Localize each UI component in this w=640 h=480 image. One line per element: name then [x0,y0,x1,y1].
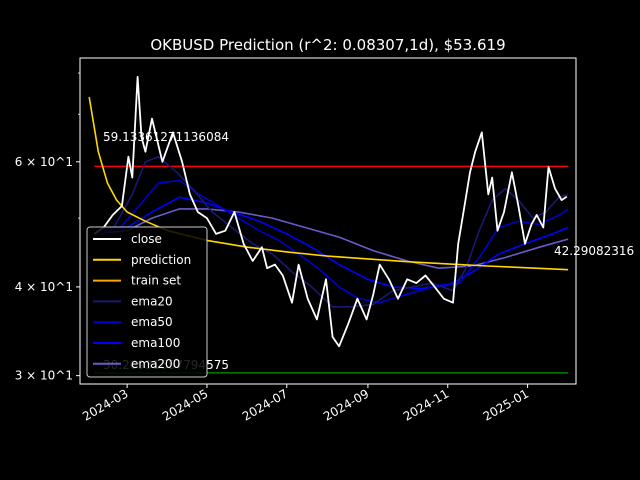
chart-title: OKBUSD Prediction (r^2: 0.08307,1d), $53… [150,36,505,54]
series-ema20 [94,155,569,308]
y-tick-label: 3 × 10^1 [15,369,73,383]
legend-label-close: close [131,232,162,246]
upper-line-value-label: 59.13361271136084 [103,130,229,144]
legend-box [86,226,208,378]
legend-label-ema50: ema50 [131,315,173,329]
series-lines [88,76,569,348]
series-ema100 [94,196,569,290]
legend-label-train-set: train set [131,274,181,288]
y-tick-label: 6 × 10^1 [15,155,73,169]
last-prediction-value-label: 42.29082316 [554,244,634,258]
legend-label-prediction: prediction [131,253,191,267]
y-axis-ticks: 3 × 10^1 4 × 10^1 6 × 10^1 [15,72,80,383]
y-tick-label: 4 × 10^1 [15,280,73,294]
series-ema200 [94,208,569,270]
series-close [93,76,568,348]
legend: close prediction train set ema20 ema50 ema100… [86,226,208,378]
series-prediction [88,96,569,271]
legend-label-ema20: ema20 [131,294,173,308]
legend-label-ema200: ema200 [131,357,180,371]
legend-label-ema100: ema100 [131,336,180,350]
